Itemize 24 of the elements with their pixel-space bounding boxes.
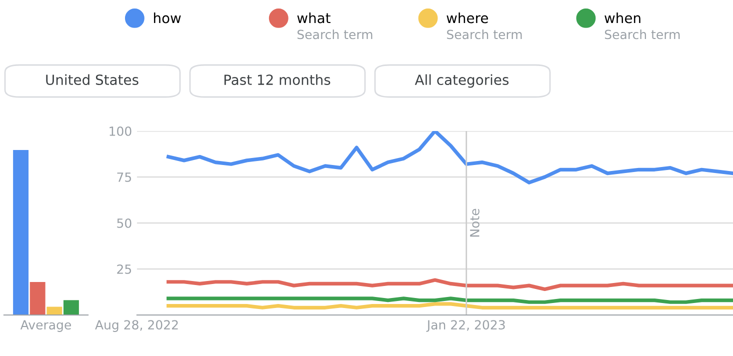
text: United States bbox=[46, 74, 138, 86]
legend-label: what bbox=[297, 12, 330, 24]
ref-line-label: Note bbox=[470, 208, 480, 237]
line-series bbox=[166, 278, 733, 292]
text: Search term bbox=[604, 30, 680, 40]
x-tick-label: Jan 22, 2023 bbox=[426, 320, 505, 332]
bar bbox=[63, 300, 79, 315]
text: Search term bbox=[298, 30, 372, 40]
legend-label: when bbox=[604, 12, 640, 24]
x-tick-label: Average bbox=[20, 320, 71, 332]
bar bbox=[30, 282, 46, 315]
line-series bbox=[166, 131, 733, 184]
text: All categories bbox=[414, 74, 509, 88]
y-tick-label: 50 bbox=[117, 218, 132, 228]
y-tick-label: 25 bbox=[117, 264, 132, 274]
bar bbox=[46, 306, 62, 315]
bar bbox=[13, 150, 29, 315]
legend-label: how bbox=[154, 12, 181, 24]
y-tick-label: 100 bbox=[110, 126, 132, 136]
text: Past 12 months bbox=[224, 74, 330, 86]
text: Search term bbox=[447, 30, 522, 40]
x-tick-label: Aug 28, 2022 bbox=[95, 320, 178, 332]
y-tick-label: 75 bbox=[117, 172, 132, 182]
legend-label: where bbox=[446, 12, 488, 24]
